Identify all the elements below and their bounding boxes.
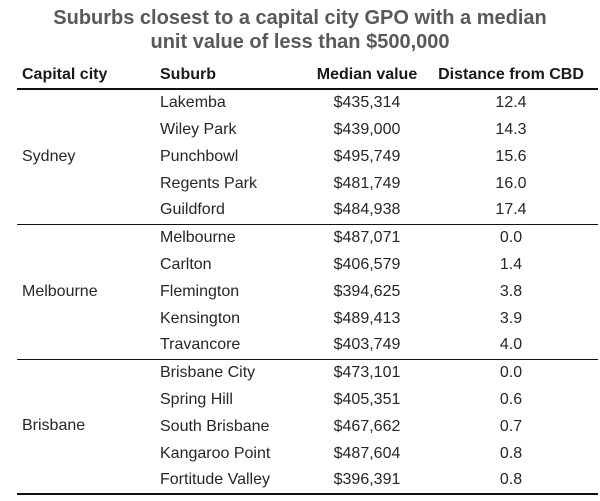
table-row: Travancore $403,749 4.0	[17, 332, 598, 359]
suburb-cell: Kangaroo Point	[160, 444, 271, 462]
table-row: Brisbane Brisbane City $473,101 0.0	[17, 359, 598, 435]
table-row: Flemington $394,625 3.8	[17, 278, 598, 305]
header-row: Capital city Suburb Median value Distanc…	[17, 62, 598, 89]
median-value-cell: $435,314	[333, 94, 401, 111]
distance-cell: 0.0	[499, 363, 523, 381]
suburb-cell: South Brisbane	[160, 417, 270, 435]
distance-cell: 0.7	[499, 417, 523, 435]
median-value-cell: $403,749	[333, 336, 401, 354]
median-value-cell: $394,625	[333, 282, 401, 300]
table-row: Kangaroo Point $487,604 0.8	[17, 440, 598, 467]
column-header-capital-city: Capital city	[22, 66, 108, 83]
distance-cell: 12.4	[495, 94, 527, 111]
title-line-1: Suburbs closest to a capital city GPO wi…	[53, 7, 547, 29]
median-value-cell: $481,749	[333, 174, 401, 192]
distance-cell: 3.9	[499, 309, 523, 327]
suburb-cell: Brisbane City	[160, 363, 256, 381]
column-header-median-value: Median value	[316, 66, 418, 83]
table-row: Punchbowl $495,749 15.6	[17, 143, 598, 170]
table-row: Guildford $484,938 17.4	[17, 197, 598, 224]
table-row: Wiley Park $439,000 14.3	[17, 116, 598, 143]
suburb-cell: Kensington	[160, 309, 241, 327]
distance-cell: 0.8	[499, 471, 523, 488]
suburb-cell: Punchbowl	[160, 147, 239, 165]
suburbs-table: Capital city Suburb Median value Distanc…	[17, 62, 598, 495]
capital-city-cell: Melbourne	[22, 282, 98, 300]
table-row: Fortitude Valley $396,391 0.8	[17, 467, 598, 494]
capital-city-cell: Brisbane	[22, 417, 86, 435]
title-line-2: unit value of less than $500,000	[150, 31, 450, 53]
distance-cell: 1.4	[499, 255, 523, 273]
suburb-cell: Carlton	[160, 255, 212, 273]
median-value-cell: $487,604	[333, 444, 401, 462]
capital-city-cell: Sydney	[22, 147, 76, 165]
median-value-cell: $495,749	[333, 147, 401, 165]
median-value-cell: $405,351	[333, 390, 401, 408]
distance-cell: 14.3	[495, 120, 527, 138]
suburb-cell: Fortitude Valley	[160, 471, 270, 488]
median-value-cell: $439,000	[333, 120, 401, 138]
distance-cell: 4.0	[499, 336, 523, 354]
table-row: Kensington $489,413 3.9	[17, 305, 598, 332]
suburb-cell: Guildford	[160, 201, 225, 219]
distance-cell: 0.0	[499, 228, 523, 246]
suburb-cell: Lakemba	[160, 94, 226, 111]
median-value-cell: $489,413	[333, 309, 401, 327]
group-melbourne: Melbourne Melbourne $487,071 0.0 Carlton…	[17, 224, 598, 359]
median-value-cell: $406,579	[333, 255, 401, 273]
median-value-cell: $467,662	[333, 417, 401, 435]
suburb-cell: Travancore	[160, 336, 241, 354]
median-value-cell: $487,071	[333, 228, 401, 246]
table-row: Regents Park $481,749 16.0	[17, 170, 598, 197]
distance-cell: 3.8	[499, 282, 523, 300]
table-row: South Brisbane $467,662 0.7	[17, 413, 598, 440]
group-sydney: Sydney Lakemba $435,314 12.4 Wiley Park …	[17, 89, 598, 224]
suburb-cell: Melbourne	[160, 228, 236, 246]
median-value-cell: $473,101	[333, 363, 401, 381]
distance-cell: 15.6	[495, 147, 527, 165]
suburb-cell: Flemington	[160, 282, 240, 300]
group-brisbane: Brisbane Brisbane City $473,101 0.0 Spri…	[17, 359, 598, 494]
table-title: Suburbs closest to a capital city GPO wi…	[0, 0, 600, 54]
suburb-cell: Spring Hill	[160, 390, 233, 408]
table-row: Carlton $406,579 1.4	[17, 251, 598, 278]
table-row: Sydney Lakemba $435,314 12.4	[17, 89, 598, 165]
column-header-suburb: Suburb	[160, 66, 216, 83]
distance-cell: 17.4	[495, 201, 527, 219]
column-header-distance-from-cbd: Distance from CBD	[438, 66, 584, 83]
suburb-cell: Wiley Park	[160, 120, 237, 138]
distance-cell: 16.0	[495, 174, 527, 192]
distance-cell: 0.6	[499, 390, 523, 408]
median-value-cell: $396,391	[333, 471, 401, 488]
distance-cell: 0.8	[499, 444, 523, 462]
table-row: Melbourne Melbourne $487,071 0.0	[17, 224, 598, 300]
suburb-cell: Regents Park	[160, 174, 257, 192]
median-value-cell: $484,938	[333, 201, 401, 219]
table-row: Spring Hill $405,351 0.6	[17, 386, 598, 413]
